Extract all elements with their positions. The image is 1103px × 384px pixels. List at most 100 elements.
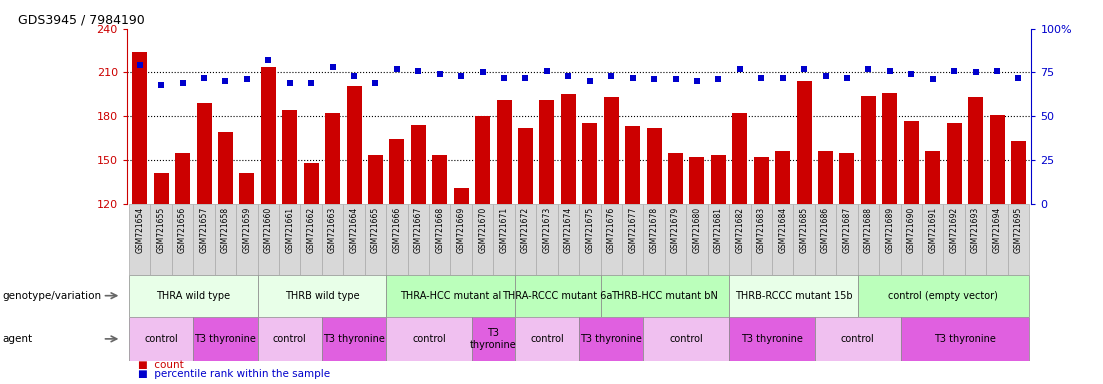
- Text: THRB-RCCC mutant 15b: THRB-RCCC mutant 15b: [735, 291, 853, 301]
- Bar: [346, 86, 362, 204]
- Bar: [858, 275, 1029, 317]
- Bar: [986, 204, 1008, 275]
- Text: GSM721663: GSM721663: [328, 207, 338, 253]
- Point: [988, 68, 1006, 74]
- Bar: [215, 204, 236, 275]
- Bar: [515, 317, 579, 361]
- Bar: [196, 103, 212, 204]
- Bar: [389, 139, 405, 204]
- Bar: [925, 151, 940, 204]
- Bar: [260, 67, 276, 204]
- Point: [902, 71, 920, 77]
- Bar: [968, 97, 983, 204]
- Point: [731, 66, 749, 72]
- Bar: [582, 123, 598, 204]
- Text: T3 thyronine: T3 thyronine: [194, 334, 256, 344]
- Bar: [579, 317, 643, 361]
- Text: T3 thyronine: T3 thyronine: [580, 334, 642, 344]
- Bar: [365, 204, 386, 275]
- Point: [152, 82, 170, 88]
- Bar: [558, 204, 579, 275]
- Bar: [815, 317, 900, 361]
- Text: T3 thyronine: T3 thyronine: [741, 334, 803, 344]
- Bar: [300, 204, 322, 275]
- Text: GSM721687: GSM721687: [843, 207, 852, 253]
- Text: GSM721688: GSM721688: [864, 207, 872, 253]
- Point: [302, 80, 320, 86]
- Point: [945, 68, 963, 74]
- Text: GSM721678: GSM721678: [650, 207, 658, 253]
- Bar: [560, 94, 576, 204]
- Bar: [129, 204, 150, 275]
- Point: [516, 74, 534, 81]
- Text: GSM721673: GSM721673: [543, 207, 552, 253]
- Point: [602, 73, 620, 79]
- Bar: [129, 317, 193, 361]
- Bar: [815, 204, 836, 275]
- Point: [624, 74, 642, 81]
- Bar: [711, 156, 726, 204]
- Bar: [603, 97, 619, 204]
- Text: control: control: [413, 334, 446, 344]
- Point: [216, 78, 234, 84]
- Text: genotype/variation: genotype/variation: [2, 291, 101, 301]
- Bar: [625, 126, 640, 204]
- Bar: [729, 275, 858, 317]
- Text: control: control: [670, 334, 703, 344]
- Bar: [536, 204, 558, 275]
- Point: [238, 76, 256, 83]
- Text: GSM721658: GSM721658: [221, 207, 229, 253]
- Point: [345, 73, 363, 79]
- Bar: [879, 204, 900, 275]
- Bar: [622, 204, 643, 275]
- Text: GSM721666: GSM721666: [393, 207, 401, 253]
- Text: GSM721686: GSM721686: [821, 207, 831, 253]
- Bar: [900, 317, 1029, 361]
- Text: GSM721684: GSM721684: [779, 207, 788, 253]
- Text: GSM721671: GSM721671: [500, 207, 508, 253]
- Bar: [132, 52, 147, 204]
- Point: [816, 73, 834, 79]
- Text: GSM721657: GSM721657: [200, 207, 208, 253]
- Bar: [539, 100, 555, 204]
- Bar: [643, 317, 729, 361]
- Text: control: control: [840, 334, 875, 344]
- Text: GSM721655: GSM721655: [157, 207, 165, 253]
- Text: GSM721689: GSM721689: [886, 207, 895, 253]
- Bar: [729, 317, 815, 361]
- Text: control: control: [144, 334, 178, 344]
- Point: [688, 78, 706, 84]
- Bar: [858, 204, 879, 275]
- Text: GDS3945 / 7984190: GDS3945 / 7984190: [18, 13, 144, 26]
- Bar: [965, 204, 986, 275]
- Bar: [515, 204, 536, 275]
- Bar: [258, 275, 386, 317]
- Bar: [343, 204, 365, 275]
- Bar: [922, 204, 943, 275]
- Bar: [750, 204, 772, 275]
- Text: THRB wild type: THRB wild type: [285, 291, 360, 301]
- Point: [174, 80, 192, 86]
- Point: [559, 73, 577, 79]
- Point: [538, 68, 556, 74]
- Text: GSM721692: GSM721692: [950, 207, 959, 253]
- Bar: [882, 93, 898, 204]
- Point: [195, 74, 213, 81]
- Bar: [643, 204, 665, 275]
- Bar: [665, 204, 686, 275]
- Bar: [325, 113, 340, 204]
- Bar: [1008, 204, 1029, 275]
- Text: control (empty vector): control (empty vector): [889, 291, 998, 301]
- Point: [709, 76, 727, 83]
- Point: [645, 76, 663, 83]
- Bar: [946, 123, 962, 204]
- Point: [924, 76, 942, 83]
- Text: THRA-HCC mutant al: THRA-HCC mutant al: [400, 291, 501, 301]
- Bar: [689, 157, 705, 204]
- Bar: [218, 132, 233, 204]
- Bar: [708, 204, 729, 275]
- Text: GSM721693: GSM721693: [971, 207, 981, 253]
- Text: GSM721656: GSM721656: [178, 207, 188, 253]
- Bar: [386, 275, 515, 317]
- Text: GSM721685: GSM721685: [800, 207, 808, 253]
